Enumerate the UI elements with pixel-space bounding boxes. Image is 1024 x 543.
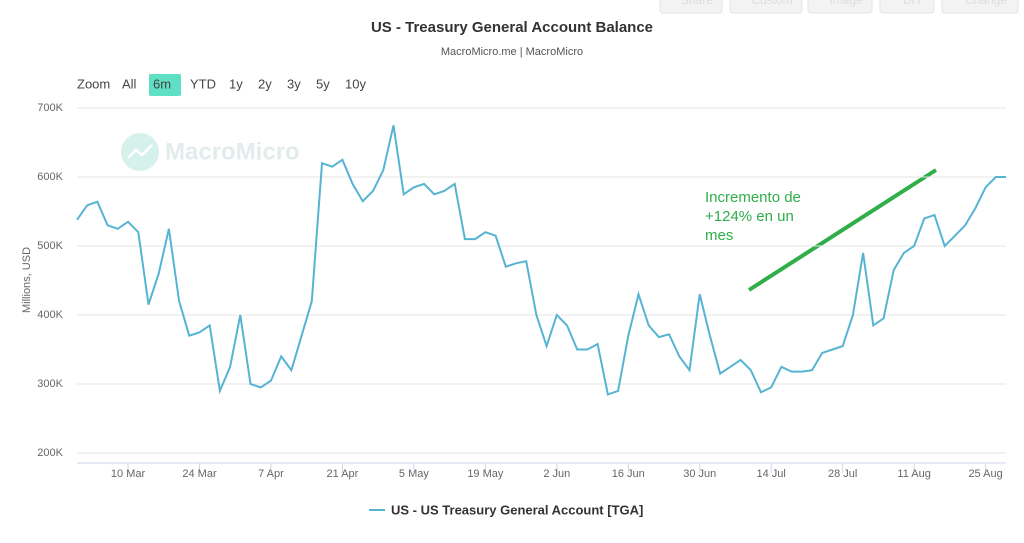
- y-tick-label: 600K: [37, 171, 63, 183]
- toolbar-button[interactable]: [729, 0, 803, 14]
- x-tick-label: 25 Aug: [968, 468, 1002, 480]
- y-tick-label: 700K: [37, 102, 63, 114]
- x-tick-label: 5 May: [399, 468, 429, 480]
- range-button[interactable]: 10y: [345, 76, 366, 91]
- range-button[interactable]: 3y: [287, 76, 301, 91]
- range-button[interactable]: 1y: [229, 76, 243, 91]
- annotation-arrow: [747, 168, 938, 292]
- watermark-icon-line: [127, 144, 153, 159]
- toolbar-button-label[interactable]: Image: [829, 0, 863, 7]
- chart-title: US - Treasury General Account Balance: [371, 19, 653, 36]
- x-tick-label: 16 Jun: [612, 468, 645, 480]
- toolbar-button-label[interactable]: Change: [965, 0, 1007, 7]
- x-tick-label: 28 Jul: [828, 468, 857, 480]
- legend-label[interactable]: US - US Treasury General Account [TGA]: [391, 502, 643, 517]
- x-tick-label: 24 Mar: [182, 468, 217, 480]
- data-line: [76, 125, 1006, 396]
- watermark: MacroMicro: [165, 138, 300, 165]
- range-button[interactable]: YTD: [190, 76, 216, 91]
- toolbar-button[interactable]: [659, 0, 723, 14]
- toolbar-button[interactable]: [941, 0, 1019, 14]
- toolbar-button-label[interactable]: Custom: [751, 0, 792, 7]
- chart-subtitle: MacroMicro.me | MacroMicro: [441, 46, 583, 58]
- y-tick-label: 300K: [37, 378, 63, 390]
- toolbar-button-label[interactable]: DIY: [903, 0, 923, 7]
- y-axis-label: Millions, USD: [21, 247, 33, 313]
- toolbar-button[interactable]: [879, 0, 935, 14]
- x-tick-label: 30 Jun: [683, 468, 716, 480]
- y-tick-label: 200K: [37, 447, 63, 459]
- range-button[interactable]: 6m: [153, 76, 171, 91]
- range-button[interactable]: 5y: [316, 76, 330, 91]
- range-button[interactable]: All: [122, 76, 137, 91]
- toolbar-button-label[interactable]: Share: [681, 0, 713, 7]
- zoom-label: Zoom: [77, 76, 110, 91]
- range-button[interactable]: 2y: [258, 76, 272, 91]
- x-tick-label: 2 Jun: [543, 468, 570, 480]
- x-tick-label: 19 May: [467, 468, 504, 480]
- y-tick-label: 400K: [37, 309, 63, 321]
- y-tick-label: 500K: [37, 240, 63, 252]
- x-tick-label: 7 Apr: [258, 468, 284, 480]
- annotation: Incremento de +124% en un mes: [705, 189, 801, 244]
- x-tick-label: 11 Aug: [897, 468, 930, 480]
- toolbar-button[interactable]: [807, 0, 873, 14]
- x-tick-label: 10 Mar: [111, 468, 146, 480]
- x-tick-label: 14 Jul: [757, 468, 786, 480]
- range-button-active[interactable]: [149, 74, 181, 96]
- x-tick-label: 21 Apr: [327, 468, 359, 480]
